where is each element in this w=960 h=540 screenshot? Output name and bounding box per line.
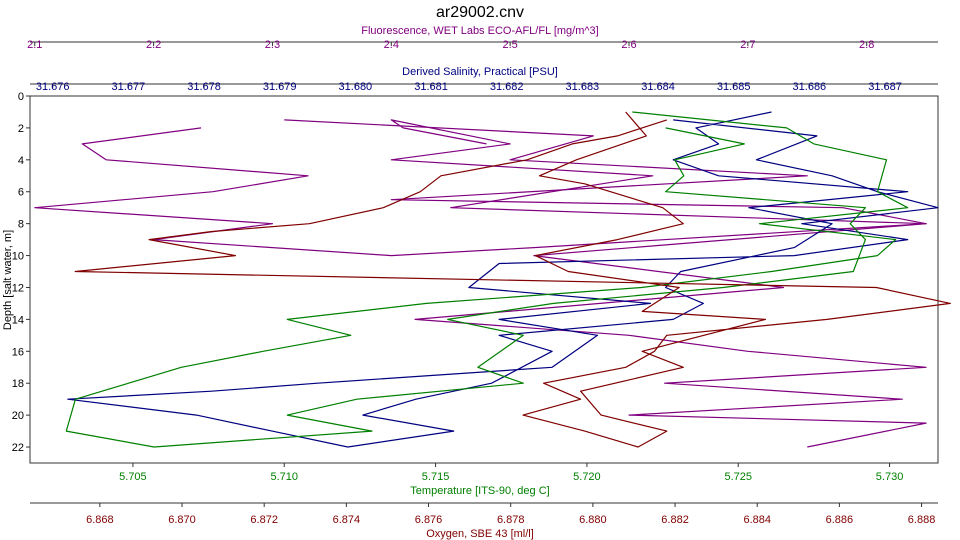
fluorescence-tick-label: 2.1 (27, 39, 42, 51)
fluorescence-profile-line (284, 119, 927, 448)
depth-tick-label: 0 (18, 91, 24, 103)
depth-axis-title: Depth [salt water, m] (2, 230, 14, 330)
salinity-tick-label: 31.676 (36, 81, 70, 93)
salinity-tick-label: 31.683 (566, 81, 600, 93)
temperature-profile-line (65, 111, 909, 448)
fluorescence-profile-line (34, 119, 927, 257)
fluorescence-tick-label: 2.6 (621, 39, 636, 51)
temperature-tick-label: 5.720 (573, 471, 601, 483)
temperature-tick-label: 5.730 (876, 471, 904, 483)
fluorescence-axis-title: Fluorescence, WET Labs ECO-AFL/FL [mg/m^… (361, 25, 598, 37)
depth-tick-label: 6 (18, 187, 24, 199)
salinity-tick-label: 31.687 (868, 81, 902, 93)
oxygen-axis-title: Oxygen, SBE 43 [ml/l] (426, 528, 534, 540)
oxygen-tick-label: 6.884 (743, 514, 771, 526)
temperature-tick-label: 5.725 (724, 471, 752, 483)
oxygen-tick-label: 6.882 (661, 514, 689, 526)
salinity-axis-title: Derived Salinity, Practical [PSU] (402, 66, 558, 78)
oxygen-tick-label: 6.878 (497, 514, 525, 526)
depth-tick-label: 2 (18, 123, 24, 135)
data-series (34, 111, 951, 448)
fluorescence-tick-label: 2.4 (384, 39, 399, 51)
depth-tick-label: 20 (12, 410, 24, 422)
salinity-tick-label: 31.685 (717, 81, 751, 93)
depth-tick-label: 18 (12, 378, 24, 390)
depth-tick-label: 4 (18, 155, 24, 167)
plot-area-frame (29, 95, 939, 464)
oxygen-tick-label: 6.888 (908, 514, 936, 526)
axes: 0 2 4 6 8 10 12 14 16 18 20 22 2.1 2.2 2.3 2.4 2.5 2.6 2.7… (12, 25, 938, 540)
temperature-tick-label: 5.715 (422, 471, 450, 483)
depth-tick-label: 12 (12, 282, 24, 294)
salinity-tick-label: 31.686 (793, 81, 827, 93)
depth-tick-label: 22 (12, 442, 24, 454)
fluorescence-tick-label: 2.8 (859, 39, 874, 51)
oxygen-tick-label: 6.870 (168, 514, 196, 526)
temperature-tick-label: 5.710 (270, 471, 298, 483)
oxygen-tick-label: 6.886 (826, 514, 854, 526)
salinity-tick-label: 31.681 (414, 81, 448, 93)
oxygen-tick-label: 6.874 (333, 514, 361, 526)
fluorescence-tick-label: 2.3 (265, 39, 280, 51)
fluorescence-tick-label: 2.7 (740, 39, 755, 51)
oxygen-profile-line (74, 111, 951, 448)
oxygen-tick-label: 6.868 (86, 514, 114, 526)
oxygen-tick-label: 6.880 (579, 514, 607, 526)
salinity-tick-label: 31.680 (339, 81, 373, 93)
depth-tick-label: 16 (12, 346, 24, 358)
salinity-tick-label: 31.677 (112, 81, 146, 93)
temperature-axis-title: Temperature [ITS-90, deg C] (410, 485, 549, 497)
salinity-tick-label: 31.684 (641, 81, 675, 93)
salinity-tick-label: 31.682 (490, 81, 524, 93)
depth-tick-label: 8 (18, 219, 24, 231)
oxygen-tick-label: 6.872 (250, 514, 278, 526)
chart-title: ar29002.cnv (436, 4, 524, 21)
salinity-tick-label: 31.679 (263, 81, 297, 93)
fluorescence-tick-label: 2.5 (502, 39, 517, 51)
depth-tick-label: 10 (12, 251, 24, 263)
salinity-tick-label: 31.678 (187, 81, 221, 93)
depth-tick-label: 14 (12, 314, 24, 326)
temperature-tick-label: 5.705 (119, 471, 147, 483)
fluorescence-tick-label: 2.2 (146, 39, 161, 51)
oxygen-tick-label: 6.876 (415, 514, 443, 526)
